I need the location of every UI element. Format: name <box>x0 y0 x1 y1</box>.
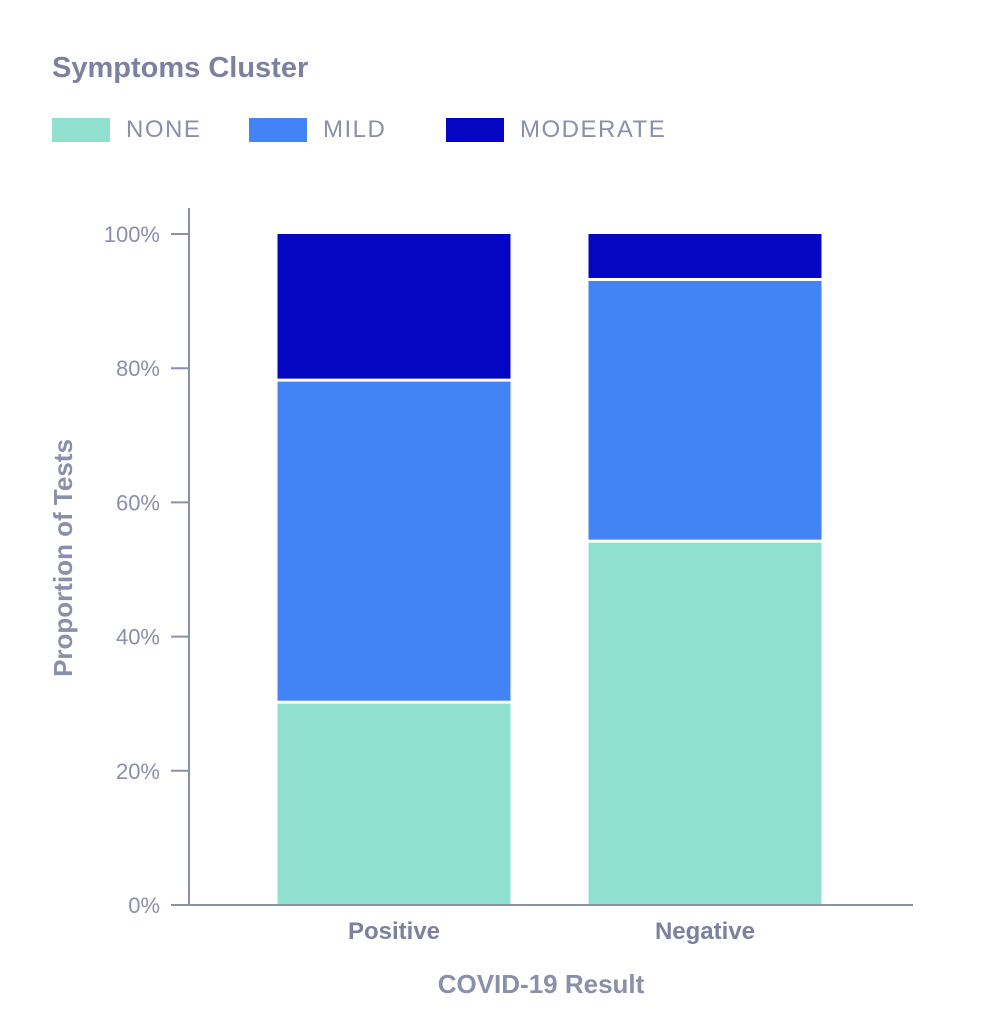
y-axis-title: Proportion of Tests <box>48 439 78 677</box>
y-axis: 0% 20% 40% 60% 80% 100% <box>104 208 190 918</box>
x-axis-title: COVID-19 Result <box>438 969 645 999</box>
bar-negative-moderate <box>588 234 822 278</box>
bar-positive-moderate <box>277 234 511 379</box>
x-tick-label-negative: Negative <box>655 918 755 945</box>
legend-swatch-moderate <box>446 118 504 142</box>
legend-label-mild: MILD <box>323 116 387 143</box>
legend-label-moderate: MODERATE <box>520 116 667 143</box>
legend-item-moderate: MODERATE <box>446 116 666 144</box>
bars <box>277 234 822 905</box>
x-tick-label-positive: Positive <box>348 918 440 945</box>
legend-swatch-none <box>52 118 110 142</box>
y-tick-label: 60% <box>116 490 160 515</box>
legend-swatch-mild <box>249 118 307 142</box>
y-tick-label: 0% <box>128 893 160 918</box>
legend-item-mild: MILD <box>249 116 386 144</box>
bar-positive-none <box>277 703 511 905</box>
y-tick-label: 40% <box>116 625 160 650</box>
y-tick-label: 100% <box>104 222 160 247</box>
legend-item-none: NONE <box>52 116 201 144</box>
bar-negative-none <box>588 542 822 905</box>
chart-title: Symptoms Cluster <box>52 52 309 84</box>
y-tick-label: 80% <box>116 356 160 381</box>
bar-negative-mild <box>588 280 822 540</box>
legend-label-none: NONE <box>126 116 202 143</box>
bar-positive-mild <box>277 381 511 701</box>
y-tick-label: 20% <box>116 759 160 784</box>
x-axis: Positive Negative <box>189 904 913 945</box>
legend: NONE MILD MODERATE <box>52 116 752 146</box>
